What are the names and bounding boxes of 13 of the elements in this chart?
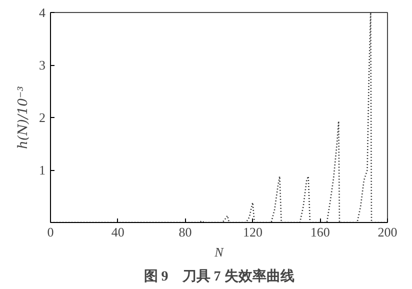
- x-tick-label: 0: [47, 224, 54, 240]
- x-axis-title: N: [214, 244, 225, 260]
- y-tick-label: 3: [39, 58, 46, 72]
- x-tick-label: 40: [111, 224, 124, 240]
- x-tick-label: 160: [310, 224, 330, 240]
- x-tick-label: 120: [242, 224, 262, 240]
- y-tick-label: 4: [39, 5, 46, 20]
- y-tick-label: 1: [39, 162, 46, 178]
- x-tick-label: 200: [378, 224, 398, 240]
- text: 图 9 刀具 7 失效率曲线: [144, 268, 294, 284]
- y-tick-label: 2: [39, 110, 46, 125]
- x-tick-label: 80: [178, 224, 192, 240]
- y-axis-title: h(N)/10⁻³: [16, 86, 31, 149]
